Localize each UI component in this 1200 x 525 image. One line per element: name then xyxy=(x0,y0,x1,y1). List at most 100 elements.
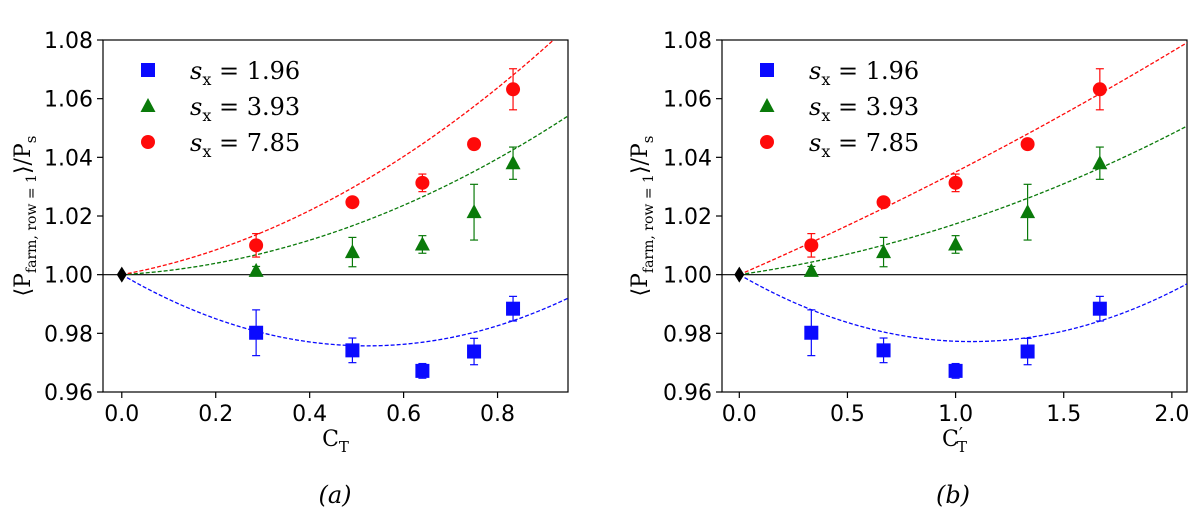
legend-label-var: s xyxy=(190,93,202,121)
y-tick-label: 1.08 xyxy=(44,29,93,54)
legend-marker xyxy=(760,63,774,77)
x-axis-label-main: C xyxy=(942,427,959,452)
legend-marker xyxy=(760,135,774,149)
panel-label: (b) xyxy=(936,481,970,509)
y-axis-label-subscript: farm, row = 1 xyxy=(24,174,40,273)
x-axis-label: CT xyxy=(322,427,349,456)
y-axis-label-tail-subscript: s xyxy=(22,136,40,144)
data-point xyxy=(345,195,360,210)
y-tick-label: 1.06 xyxy=(44,88,93,113)
x-tick-label: 2.0 xyxy=(1154,402,1189,427)
legend-label: sx = 1.96 xyxy=(190,57,300,89)
y-tick-label: 0.96 xyxy=(44,381,93,406)
legend-label-var: s xyxy=(809,57,821,85)
legend-label: sx = 7.85 xyxy=(190,129,300,161)
x-tick-label: 0.4 xyxy=(292,402,327,427)
legend-label-subscript: x xyxy=(821,106,830,125)
y-tick-label: 0.98 xyxy=(663,322,712,347)
legend-label-subscript: x xyxy=(202,70,211,89)
panel-a: 0.96 0.98 1.00 1.02 1.04 1.06 1.08 0.0 0.2 0.4 0.6… xyxy=(11,29,569,509)
legend-label-subscript: x xyxy=(821,70,830,89)
panel-b: 0.96 0.98 1.00 1.02 1.04 1.06 1.08 0.0 0.5 1.0 1.5… xyxy=(628,29,1189,509)
data-point xyxy=(876,195,891,210)
series-square xyxy=(121,274,568,379)
data-point xyxy=(466,204,482,219)
legend-label-subscript: x xyxy=(202,106,211,125)
x-tick-label: 0.0 xyxy=(104,402,139,427)
legend-label: sx = 1.96 xyxy=(809,57,919,89)
x-tick-label: 0.0 xyxy=(722,402,757,427)
x-tick-label: 1.5 xyxy=(1046,402,1081,427)
legend-label-var: s xyxy=(809,93,821,121)
x-tick-label: 0.2 xyxy=(198,402,233,427)
legend-label: sx = 7.85 xyxy=(809,129,919,161)
legend-label-var: s xyxy=(190,129,202,157)
data-point xyxy=(414,236,430,251)
y-tick-label: 1.00 xyxy=(663,264,712,289)
fit-curve xyxy=(738,274,1187,343)
data-point xyxy=(248,262,264,277)
legend-label-value: = 1.96 xyxy=(830,57,919,85)
reference-point xyxy=(116,266,127,283)
series-circle xyxy=(739,42,1187,276)
x-axis-label-main: C xyxy=(322,427,339,452)
legend-marker xyxy=(759,98,775,112)
y-tick-label: 1.06 xyxy=(663,88,712,113)
data-point xyxy=(505,155,521,170)
data-point xyxy=(467,344,482,359)
y-tick-label: 1.04 xyxy=(663,146,712,171)
y-tick-label: 0.98 xyxy=(44,322,93,347)
series-square xyxy=(738,274,1187,379)
data-point xyxy=(803,262,819,277)
y-tick-label: 1.04 xyxy=(44,146,93,171)
x-axis-label: C′ T xyxy=(942,424,967,456)
series-triangle xyxy=(121,115,568,277)
y-tick-label: 1.08 xyxy=(663,29,712,54)
legend-marker xyxy=(141,135,155,149)
plot-frame xyxy=(721,39,1188,393)
data-point xyxy=(345,343,360,358)
fit-curve xyxy=(121,40,555,276)
data-point xyxy=(1092,82,1107,97)
legend-label: sx = 3.93 xyxy=(190,93,300,125)
y-tick-label: 1.02 xyxy=(44,205,93,230)
x-tick-label: 0.6 xyxy=(386,402,421,427)
data-point xyxy=(1092,301,1107,316)
series-circle xyxy=(121,40,555,276)
y-axis-label-tail: ⟩/P xyxy=(11,143,36,174)
y-tick-label: 0.96 xyxy=(663,381,712,406)
data-point xyxy=(415,175,430,190)
data-point xyxy=(1020,344,1035,359)
plot-frame xyxy=(102,39,569,393)
legend-label-value: = 3.93 xyxy=(211,93,300,121)
y-axis-label-main: ⟨P xyxy=(628,273,653,297)
data-point xyxy=(415,363,430,378)
x-axis-label-prime: ′ xyxy=(959,424,963,445)
y-axis-label-tail: ⟩/P xyxy=(628,143,653,174)
legend-label-subscript: x xyxy=(821,142,830,161)
data-point xyxy=(948,175,963,190)
data-point xyxy=(506,301,521,316)
data-point xyxy=(804,325,819,340)
y-tick-label: 1.02 xyxy=(663,205,712,230)
y-axis-label-main: ⟨P xyxy=(11,273,36,297)
fit-curve xyxy=(121,115,568,276)
legend-marker xyxy=(140,98,156,112)
legend-label-var: s xyxy=(809,129,821,157)
x-tick-label: 0.8 xyxy=(480,402,515,427)
x-axis-label-subscript: T xyxy=(339,438,349,456)
y-tick-label: 1.00 xyxy=(44,264,93,289)
x-axis-label-subscript: T xyxy=(957,438,967,456)
data-point xyxy=(344,244,360,259)
data-point xyxy=(506,82,521,97)
y-axis-label-subscript: farm, row = 1 xyxy=(641,174,657,273)
data-point xyxy=(876,343,891,358)
fit-curve xyxy=(121,274,568,347)
reference-point xyxy=(734,266,745,283)
y-axis-label: ⟨Pfarm, row = 1⟩/Ps xyxy=(628,136,657,297)
legend-label-value: = 1.96 xyxy=(211,57,300,85)
x-tick-label: 0.5 xyxy=(830,402,865,427)
data-point xyxy=(1020,137,1035,152)
data-point xyxy=(948,363,963,378)
legend-label-value: = 7.85 xyxy=(830,129,919,157)
